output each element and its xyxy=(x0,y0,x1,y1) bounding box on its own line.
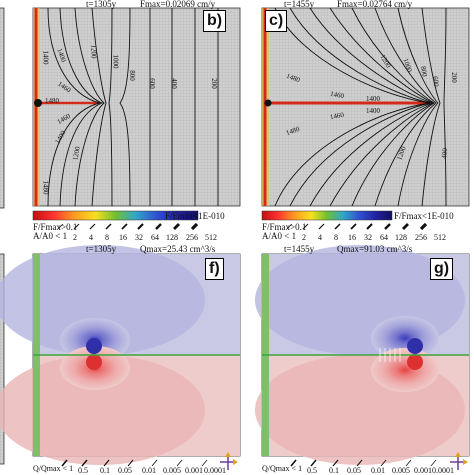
aperture-legend-value: 256 xyxy=(415,233,427,242)
panel-g-time: t=1455y xyxy=(284,244,315,254)
contour-label: 800 xyxy=(418,65,429,78)
flow-legend-value: 0.005 xyxy=(392,466,410,475)
aperture-legend-value: 512 xyxy=(434,233,446,242)
flow-legend-value: 0.5 xyxy=(307,466,317,475)
contour-label: 1400 xyxy=(41,50,50,65)
contour-label: 600 xyxy=(147,78,156,89)
flow-legend-g-prefix: Q/Qmax < 1 xyxy=(262,464,303,473)
aperture-legend-value: 512 xyxy=(205,233,217,242)
flow-legend-f-marks xyxy=(61,459,208,467)
flow-legend-value: 0.001 xyxy=(414,466,432,475)
colorbar-b-right-label: F/Fmax<1E-010 xyxy=(165,211,225,221)
contour-label: 600 xyxy=(431,75,441,88)
panel-f-label: f) xyxy=(205,258,224,280)
panel-c-fmax: Fmax=0.02764 cm/y xyxy=(337,0,413,9)
panel-b-fmax: Fmax=0.02069 cm/y xyxy=(140,0,216,9)
colorbar-c-left-label: F/Fmax>0.1 xyxy=(262,222,307,232)
aperture-legend-value: 16 xyxy=(119,233,127,242)
contour-label: 200 xyxy=(209,78,218,89)
aperture-legend-value: 256 xyxy=(186,233,198,242)
left-panel-edge-top xyxy=(0,7,5,209)
contour-label: 400 xyxy=(169,78,178,89)
contour-label: 1480 xyxy=(41,180,50,195)
panel-c-time: t=1455y xyxy=(284,0,315,9)
aperture-legend-b-prefix: A/A0 < 1 xyxy=(33,231,68,241)
aperture-legend-value: 32 xyxy=(135,233,143,242)
panel-g-label: g) xyxy=(430,258,454,280)
panel-b-label: b) xyxy=(203,10,227,32)
flow-legend-value: 0.001 xyxy=(185,466,203,475)
aperture-legend-value: 128 xyxy=(166,233,178,242)
aperture-legend-value: 2 xyxy=(302,233,306,242)
flow-legend-f-prefix: Q/Qmax < 1 xyxy=(33,464,74,473)
panel-f-plot xyxy=(0,245,241,465)
contour-label: 1000 xyxy=(111,54,120,69)
colorbar-c-right-label: F/Fmax<1E-010 xyxy=(394,211,454,221)
panel-f-time: t=1305y xyxy=(86,244,117,254)
contour-label: 200 xyxy=(449,72,458,83)
colorbar-b-left-label: F/Fmax>0.1 xyxy=(33,222,78,232)
flow-legend-value: 0.1 xyxy=(329,466,339,475)
contour-label: 400 xyxy=(440,147,450,160)
flow-legend-value: 0.01 xyxy=(142,466,156,475)
panel-b-time: t=1305y xyxy=(86,0,117,9)
aperture-legend-value: 64 xyxy=(151,233,159,242)
contour-label: 1400 xyxy=(366,95,380,103)
panel-c-colorbar xyxy=(261,210,393,221)
aperture-legend-value: 4 xyxy=(318,233,322,242)
left-panel-edge-bottom xyxy=(0,253,5,465)
aperture-legend-value: 32 xyxy=(364,233,372,242)
panel-b-colorbar xyxy=(32,210,199,221)
flow-legend-value: 0.05 xyxy=(118,466,132,475)
panel-g-qmax: Qmax=91.03 cm^3/s xyxy=(337,244,413,254)
flow-legend-value: 0.05 xyxy=(347,466,361,475)
aperture-legend-value: 2 xyxy=(73,233,77,242)
panel-c-plot xyxy=(261,7,470,207)
flow-legend-g-marks xyxy=(290,459,437,467)
flow-legend-value: 0.1 xyxy=(100,466,110,475)
compass-icon xyxy=(450,452,468,470)
aperture-legend-value: 64 xyxy=(380,233,388,242)
aperture-legend-value: 16 xyxy=(348,233,356,242)
aperture-legend-value: 8 xyxy=(105,233,109,242)
contour-label: 1200 xyxy=(89,44,98,59)
aperture-legend-c-marks xyxy=(286,222,428,231)
aperture-legend-b-marks xyxy=(57,222,199,231)
flow-legend-value: 0.0001 xyxy=(432,466,454,475)
aperture-legend-value: 128 xyxy=(395,233,407,242)
compass-icon xyxy=(220,452,238,470)
aperture-legend-value: 8 xyxy=(334,233,338,242)
contour-label: 800 xyxy=(127,70,136,81)
flow-legend-value: 0.01 xyxy=(371,466,385,475)
contour-label: 1400 xyxy=(366,107,380,115)
flow-legend-value: 0.5 xyxy=(78,466,88,475)
panel-g-plot xyxy=(255,245,470,465)
aperture-legend-value: 4 xyxy=(89,233,93,242)
panel-f-qmax: Qmax=25.43 cm^3/s xyxy=(140,244,216,254)
contour-label: 1480 xyxy=(45,97,59,105)
panel-b-plot xyxy=(32,7,241,207)
panel-c-label: c) xyxy=(265,10,288,32)
flow-legend-value: 0.0001 xyxy=(204,466,226,475)
flow-legend-value: 0.005 xyxy=(163,466,181,475)
aperture-legend-c-prefix: A/A0 < 1 xyxy=(262,231,297,241)
